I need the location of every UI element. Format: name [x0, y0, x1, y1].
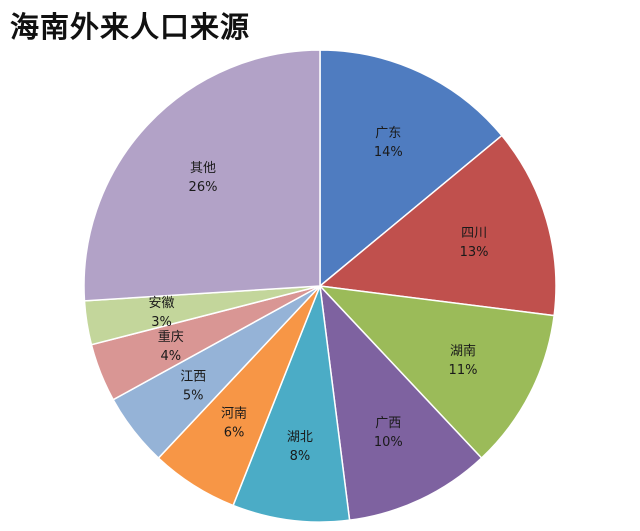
slice-label-5: 河南: [221, 406, 247, 422]
pie-slice-9: [83, 49, 321, 302]
pie-slice-1: [318, 134, 557, 317]
slice-label-2: 湖南: [450, 343, 476, 359]
slice-percent-1: 13%: [460, 245, 489, 260]
slice-label-7: 重庆: [158, 329, 184, 345]
slice-label-8: 安徽: [148, 296, 174, 311]
slice-label-0: 广东: [375, 126, 401, 141]
pie-slice-4: [232, 285, 351, 523]
pie-slice-0: [319, 49, 503, 288]
pie-slice-3: [318, 283, 483, 521]
slice-label-4: 湖北: [287, 430, 313, 445]
chart-title: 海南外来人口来源: [10, 10, 251, 44]
pie-labels: 广东 14% 四川 13% 湖南 11% 广西 10% 湖北 8% 河南 6% 江西 5% 重庆 4% 安徽 3%…: [148, 126, 488, 464]
pie-slice-2: [318, 284, 555, 460]
slice-label-1: 四川: [461, 226, 487, 241]
slice-percent-4: 8%: [290, 449, 311, 464]
slice-percent-0: 14%: [374, 145, 403, 160]
slice-percent-6: 5%: [183, 388, 204, 403]
slice-percent-5: 6%: [224, 426, 245, 441]
slice-percent-7: 4%: [160, 349, 181, 364]
pie-slices: [83, 49, 557, 523]
slice-percent-3: 10%: [374, 435, 403, 450]
slice-label-9: 其他: [190, 161, 216, 176]
slice-percent-8: 3%: [151, 315, 172, 330]
slice-percent-9: 26%: [189, 180, 218, 195]
slice-percent-2: 11%: [449, 363, 478, 378]
slice-label-6: 江西: [180, 369, 206, 384]
slice-label-3: 广西: [375, 416, 401, 431]
